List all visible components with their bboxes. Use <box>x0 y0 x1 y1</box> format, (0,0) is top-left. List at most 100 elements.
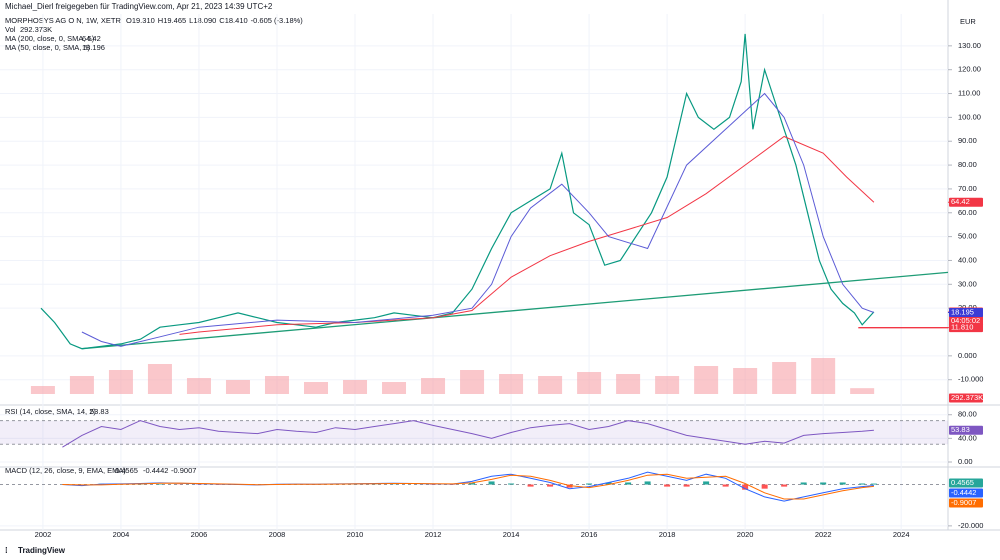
y-tick-label: 90.00 <box>958 136 977 145</box>
legend-name: Vol <box>5 25 16 34</box>
x-tick-label: 2020 <box>737 530 754 539</box>
volume-bar <box>655 376 680 394</box>
histogram-bar <box>683 484 690 487</box>
x-tick-label: 2008 <box>269 530 286 539</box>
ohlc-value: 18.090 <box>193 16 216 25</box>
volume-bar <box>616 374 641 394</box>
macd-legend-value: -0.4442 <box>143 466 168 475</box>
macd-legend-value: 0.4565 <box>115 466 138 475</box>
y-tick-label: 80.00 <box>958 160 977 169</box>
legend-value: 18.196 <box>82 43 105 52</box>
y-tick-label: 70.00 <box>958 184 977 193</box>
rsi-band <box>0 420 948 445</box>
volume-bar <box>225 380 250 394</box>
histogram-bar <box>781 484 788 487</box>
ohlc-value: 18.410 <box>225 16 248 25</box>
x-tick-label: 2018 <box>659 530 676 539</box>
footer-logo: TradingView <box>18 546 66 555</box>
price-badge <box>949 498 983 508</box>
rsi-legend-value: 53.83 <box>90 407 109 416</box>
ohlc-value: 19.465 <box>163 16 186 25</box>
volume-bar <box>147 364 172 394</box>
histogram-bar <box>859 483 866 485</box>
histogram-bar <box>761 484 768 489</box>
shared-by: Michael_Dierl freigegeben für TradingVie… <box>5 2 273 11</box>
price-badge-text: 64.42 <box>951 197 970 206</box>
logo-mark: ⁞ <box>5 546 8 555</box>
price-badge <box>949 425 983 435</box>
y-tick-label: 40.00 <box>958 433 977 442</box>
volume-bar <box>577 372 602 394</box>
volume-bar <box>499 374 524 394</box>
histogram-bar <box>800 482 807 485</box>
legend-value: 292.373K <box>20 25 52 34</box>
histogram-bar <box>547 484 554 487</box>
x-tick-label: 2002 <box>35 530 52 539</box>
histogram-bar <box>586 483 593 485</box>
volume-bar <box>460 370 485 394</box>
x-tick-label: 2016 <box>581 530 598 539</box>
y-tick-label: 100.00 <box>958 112 981 121</box>
price-badge <box>949 393 983 403</box>
y-tick-label: -20.000 <box>958 521 983 530</box>
x-tick-label: 2014 <box>503 530 520 539</box>
histogram-bar <box>508 483 515 485</box>
y-tick-label: 50.00 <box>958 232 977 241</box>
series-line <box>179 135 875 335</box>
volume-bar <box>733 368 758 394</box>
x-tick-label: 2010 <box>347 530 364 539</box>
y-tick-label: 60.00 <box>958 208 977 217</box>
x-tick-label: 2012 <box>425 530 442 539</box>
x-tick-label: 2022 <box>815 530 832 539</box>
volume-bar <box>421 378 446 394</box>
volume-bar <box>694 366 719 394</box>
ohlc-label: C <box>219 16 225 25</box>
price-badge-text: 292.373K <box>951 393 983 402</box>
price-badge-text: -0.9007 <box>951 498 976 507</box>
macd-legend: MACD (12, 26, close, 9, EMA, EMA) <box>5 466 126 475</box>
volume-bar <box>772 362 797 394</box>
histogram-bar <box>664 484 671 487</box>
volume-bar <box>343 380 368 394</box>
price-badge <box>949 307 983 317</box>
legend-name: MA (200, close, 0, SMA, 5) <box>5 34 95 43</box>
histogram-bar <box>722 484 729 487</box>
legend-value: 64.42 <box>82 34 101 43</box>
price-badge <box>949 197 983 207</box>
volume-bar <box>304 382 328 394</box>
price-badge-text: 18.195 <box>951 307 974 316</box>
histogram-bar <box>870 483 877 485</box>
y-tick-label: 120.00 <box>958 65 981 74</box>
ohlc-label: O <box>126 16 132 25</box>
y-tick-label: -10.000 <box>958 375 983 384</box>
y-tick-label: 30.00 <box>958 279 977 288</box>
histogram-bar <box>469 483 476 485</box>
y-tick-label: 130.00 <box>958 41 981 50</box>
x-tick-label: 2006 <box>191 530 208 539</box>
price-badge <box>949 323 983 333</box>
histogram-bar <box>605 482 612 485</box>
y-tick-label: 80.00 <box>958 410 977 419</box>
ohlc-label: H <box>158 16 163 25</box>
legend-name: MA (50, close, 0, SMA, 5) <box>5 43 91 52</box>
price-badge-text: 53.83 <box>951 425 970 434</box>
price-badge-text: 11.810 <box>951 323 973 332</box>
volume-bar <box>264 376 289 394</box>
volume-bar <box>811 358 836 394</box>
price-badge-text: 0.4565 <box>951 478 974 487</box>
rsi-legend: RSI (14, close, SMA, 14, 2) <box>5 407 96 416</box>
histogram-bar <box>703 481 710 485</box>
y-tick-label: 40.00 <box>958 255 977 264</box>
volume-bar <box>186 378 211 394</box>
macd-line <box>62 473 874 500</box>
histogram-bar <box>742 484 749 490</box>
histogram-bar <box>820 482 827 485</box>
currency: EUR <box>960 17 976 26</box>
volume-bar <box>108 370 133 394</box>
price-badge-text: -0.4442 <box>951 488 976 497</box>
y-tick-label: 110.00 <box>958 89 980 98</box>
histogram-bar <box>527 484 534 487</box>
histogram-bar <box>488 481 495 485</box>
y-tick-label: 0.00 <box>958 457 973 466</box>
